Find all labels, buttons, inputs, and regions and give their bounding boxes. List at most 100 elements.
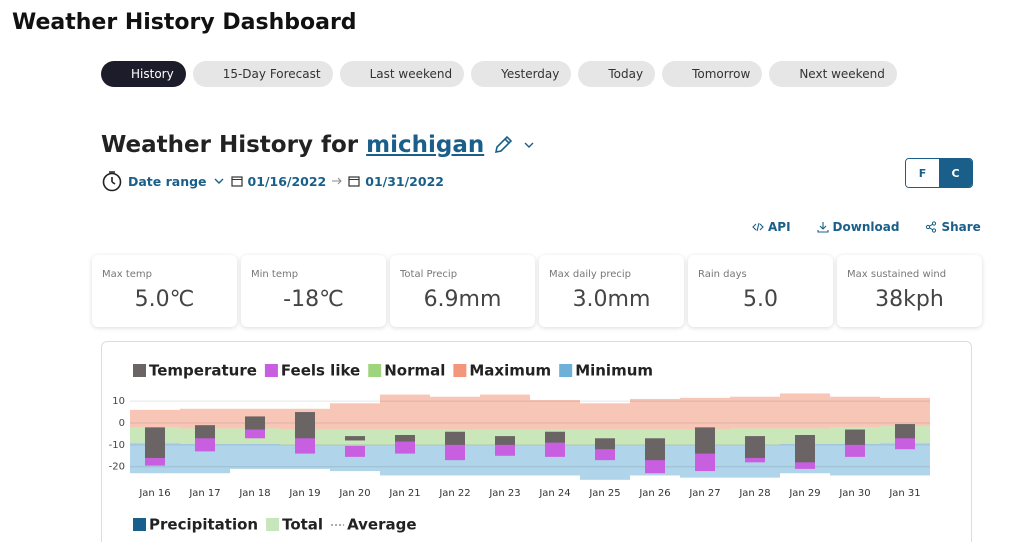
tab[interactable]: Yesterday — [471, 61, 572, 87]
maximum-band — [530, 400, 580, 430]
dropdown-icon[interactable] — [522, 138, 536, 152]
temperature-bar — [645, 438, 665, 461]
stat-value: 3.0mm — [572, 287, 651, 312]
tab[interactable]: Next weekend — [769, 61, 897, 87]
search-icon-part — [783, 69, 790, 76]
legend-swatch — [264, 364, 278, 377]
legend-swatch — [559, 364, 573, 377]
temperature-bar — [145, 427, 165, 458]
tab[interactable]: History — [101, 61, 186, 87]
search-icon — [781, 68, 793, 80]
action-label: API — [768, 220, 791, 234]
tab-label: Tomorrow — [692, 67, 751, 81]
y-tick-label: -10 — [109, 440, 125, 451]
location-heading: Weather History for michigan — [101, 132, 536, 158]
maximum-band — [130, 409, 180, 428]
normal-band — [580, 429, 630, 445]
x-tick-label: Jan 23 — [488, 488, 520, 499]
x-tick-label: Jan 21 — [388, 488, 420, 499]
temperature-bar — [395, 435, 415, 442]
unit-button[interactable]: C — [939, 159, 972, 187]
action-icon-part — [929, 223, 934, 231]
stat-card: Max daily precip 3.0mm — [539, 255, 684, 327]
stat-value: -18℃ — [283, 287, 344, 312]
search-icon-part — [598, 76, 601, 79]
stat-label: Min temp — [251, 269, 299, 280]
action-link[interactable]: Share — [925, 220, 981, 234]
temperature-bar — [495, 436, 515, 445]
stat-value: 5.0℃ — [134, 287, 195, 312]
search-icon-part — [121, 76, 124, 79]
maximum-band — [780, 393, 830, 429]
stat-card: Max sustained wind 38kph — [837, 255, 982, 327]
temperature-bar — [545, 431, 565, 443]
x-tick-label: Jan 27 — [688, 488, 720, 499]
feels-like-bar — [395, 440, 415, 454]
unit-button[interactable]: F — [906, 159, 939, 187]
tab-label: Next weekend — [799, 67, 885, 81]
date-range: Date range 01/16/2022 01/31/2022 — [101, 170, 444, 192]
search-icon-part — [592, 69, 599, 76]
maximum-band — [880, 397, 930, 427]
start-date[interactable]: 01/16/2022 — [247, 173, 327, 189]
maximum-band — [680, 397, 730, 430]
maximum-band — [630, 398, 680, 430]
maximum-band — [430, 396, 480, 430]
action-link[interactable]: API — [752, 220, 791, 234]
location-link[interactable]: michigan — [366, 132, 485, 158]
dropdown-icon[interactable] — [212, 174, 226, 188]
maximum-band — [480, 394, 530, 430]
legend-label: Feels like — [281, 362, 360, 380]
search-icon-part — [491, 76, 494, 79]
feels-like-bar — [445, 440, 465, 461]
stat-label: Rain days — [698, 269, 747, 280]
temperature-bar — [445, 431, 465, 445]
temperature-bar — [745, 436, 765, 458]
stats-row: Max temp 5.0℃ Min temp -18℃ Total Precip 6.9m… — [92, 255, 982, 327]
tab[interactable]: Today — [578, 61, 656, 87]
action-icon-part — [932, 228, 937, 233]
action-icon-part — [932, 221, 937, 226]
calendar-icon — [348, 176, 360, 187]
legend-swatch — [266, 518, 280, 531]
tab-label: Today — [608, 67, 644, 81]
legend-swatch — [133, 518, 146, 531]
search-icon — [113, 68, 125, 80]
tab-label: Yesterday — [501, 67, 560, 81]
page-title: Weather History Dashboard — [12, 10, 357, 35]
search-icon-part — [359, 76, 362, 79]
tab[interactable]: Last weekend — [339, 61, 465, 87]
legend-label: Average — [347, 516, 416, 534]
tab-bar: History 15-Day Forecast Last weekend Yester… — [101, 61, 897, 87]
temperature-bar — [195, 425, 215, 439]
search-icon — [352, 68, 364, 80]
legend-label: Normal — [384, 362, 445, 380]
maximum-band — [330, 403, 380, 430]
chart: Temperature Feels like Normal Maximum Minimu… — [109, 362, 930, 534]
action-link[interactable]: Download — [816, 220, 900, 234]
feels-like-bar — [545, 438, 565, 457]
end-date[interactable]: 01/31/2022 — [365, 173, 444, 189]
edit-icon[interactable] — [492, 134, 514, 156]
x-tick-label: Jan 26 — [638, 488, 670, 499]
stat-label: Max daily precip — [549, 269, 631, 280]
search-icon-part — [353, 69, 360, 76]
action-icon — [926, 221, 937, 233]
action-icon-part — [752, 222, 764, 232]
action-label: Download — [832, 220, 900, 234]
temperature-bar — [895, 424, 915, 439]
y-tick-label: 10 — [112, 396, 125, 407]
tab[interactable]: Tomorrow — [662, 61, 763, 87]
legend-swatch — [368, 364, 382, 377]
stat-card: Rain days 5.0 — [688, 255, 833, 327]
tab[interactable]: 15-Day Forecast — [192, 61, 333, 87]
x-tick-label: Jan 20 — [338, 488, 370, 499]
temperature-bar — [295, 412, 315, 439]
legend-swatch — [453, 364, 467, 377]
maximum-band — [730, 396, 780, 429]
maximum-band — [380, 394, 430, 430]
date-range-label[interactable]: Date range — [128, 173, 207, 189]
x-tick-label: Jan 29 — [788, 488, 820, 499]
search-icon-part — [114, 69, 121, 76]
